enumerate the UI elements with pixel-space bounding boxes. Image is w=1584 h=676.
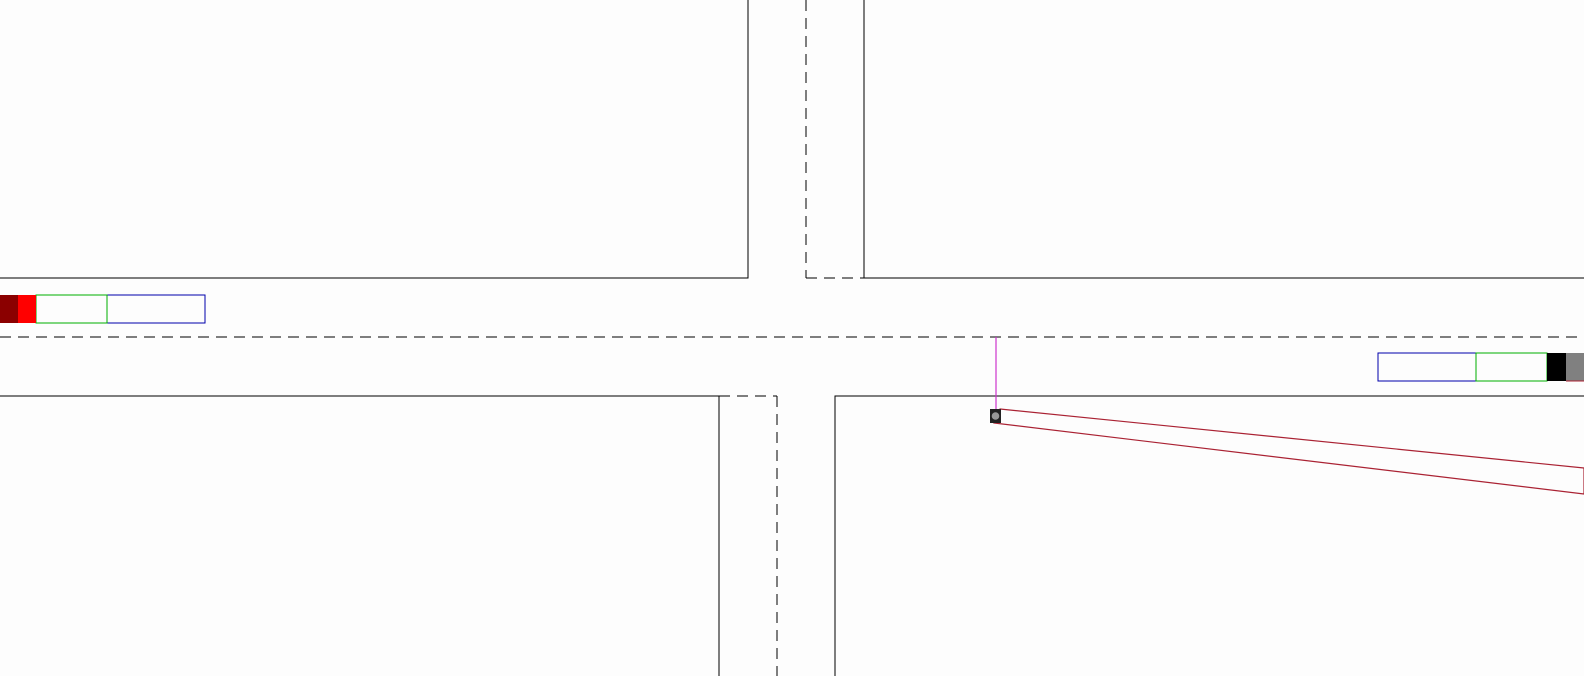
- sensor-zone-far-east: [1377, 352, 1477, 382]
- block-northwest-curb: [0, 0, 749, 279]
- sensor-zone-near-east: [1475, 352, 1548, 382]
- vehicle-west-front: [18, 295, 36, 323]
- roadside-sensor-assembly: [990, 337, 1584, 495]
- block-northeast-curb: [863, 0, 1584, 279]
- block-southwest-curb: [0, 395, 720, 676]
- sensor-zone-far-west: [106, 294, 206, 324]
- sensor-zone-near-west: [35, 294, 108, 324]
- block-southeast-curb: [834, 395, 1584, 676]
- vehicle-east: [1377, 352, 1584, 382]
- vehicle-east-front: [1547, 353, 1566, 381]
- vehicle-east-rear: [1566, 353, 1584, 381]
- vehicle-west-rear: [0, 295, 18, 323]
- traffic-camera-icon: [990, 409, 1001, 423]
- sensor-detection-beam: [993, 408, 1584, 495]
- vehicle-west: [0, 294, 206, 324]
